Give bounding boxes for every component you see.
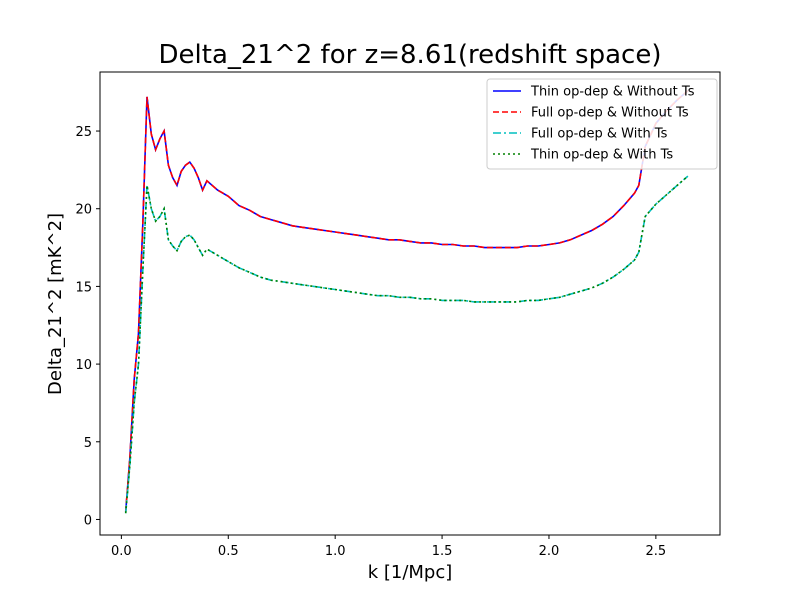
y-tick-label: 20 <box>75 203 92 218</box>
series-line-2 <box>124 89 689 512</box>
legend: Thin op-dep & Without Ts Full op-dep & Wi… <box>486 78 718 170</box>
x-tick-label: 1.5 <box>432 544 453 559</box>
y-tick-label: 25 <box>75 125 92 140</box>
x-tick-label: 0.5 <box>218 544 239 559</box>
series-line-4 <box>124 175 689 514</box>
plot-area <box>99 71 721 536</box>
x-tick-label: 0.0 <box>111 544 132 559</box>
series-line-3 <box>124 175 689 514</box>
legend-entry: Full op-dep & Without Ts <box>531 106 689 121</box>
x-tick-label: 2.5 <box>646 544 667 559</box>
y-tick-label: 15 <box>75 280 92 295</box>
legend-box <box>486 78 718 170</box>
legend-entry: Thin op-dep & Without Ts <box>530 85 695 100</box>
legend-entry: Thin op-dep & With Ts <box>530 148 673 163</box>
x-axis: 0.0 0.5 1.0 1.5 2.0 2.5 <box>111 535 666 559</box>
y-axis-label: Delta_21^2 [mK^2] <box>45 213 66 395</box>
legend-entry: Full op-dep & With Ts <box>531 127 668 142</box>
y-axis: 0 5 10 15 20 25 <box>75 125 100 528</box>
chart-title: Delta_21^2 for z=8.61(redshift space) <box>159 40 662 70</box>
x-axis-label: k [1/Mpc] <box>368 562 453 583</box>
x-tick-label: 2.0 <box>539 544 560 559</box>
x-tick-label: 1.0 <box>325 544 346 559</box>
y-tick-label: 0 <box>84 513 92 528</box>
axes-frame <box>99 71 721 536</box>
y-tick-label: 10 <box>75 358 92 373</box>
y-tick-label: 5 <box>84 436 92 451</box>
